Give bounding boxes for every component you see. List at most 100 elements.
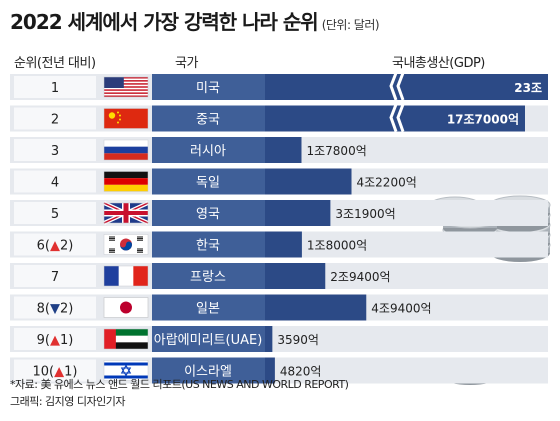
korea-flag <box>103 234 149 255</box>
rank-label: 9(▲1) <box>37 333 74 348</box>
chart-row: 4 독일 4조2200억 <box>10 168 548 195</box>
country-label: 한국 <box>196 239 220 254</box>
flag-disc <box>120 301 132 314</box>
country-label: 이스라엘 <box>184 365 232 380</box>
country-label: 아랍에미리트(UAE) <box>154 333 263 348</box>
country-cell <box>152 357 265 384</box>
rank-cell <box>14 296 96 319</box>
value-label: 3590억 <box>277 333 319 347</box>
flag-star <box>120 364 132 374</box>
value-label: 17조7000억 <box>447 113 519 127</box>
flag-stripe <box>104 86 148 88</box>
chart-row: 2 중국 17조7000억 <box>10 103 548 133</box>
flag-star <box>117 111 119 114</box>
rank-label: 6(▲2) <box>37 239 74 254</box>
germany-flag <box>103 171 149 192</box>
israel-flag <box>103 360 149 381</box>
rank-label: 10(▲1) <box>33 365 78 380</box>
rank-cell <box>14 328 96 350</box>
flag-border <box>103 202 149 224</box>
country-column-header: 국가 <box>175 56 198 71</box>
flag-trigram <box>137 236 143 238</box>
flag-trigram <box>137 248 143 250</box>
flag-star <box>117 121 119 124</box>
chart-row: 5 영국 3조1900억 <box>10 200 548 226</box>
flag-trigram <box>137 238 143 240</box>
flag-stripe <box>104 83 148 85</box>
country-label: 독일 <box>196 176 220 191</box>
flag-trigram <box>137 250 143 252</box>
country-cell <box>152 105 265 132</box>
flag-border <box>103 76 149 98</box>
chart-row: 7 프랑스 2조9400억 <box>10 263 548 289</box>
flag-star <box>120 367 132 377</box>
flag-border <box>103 265 149 287</box>
value-label: 1조7800억 <box>306 144 366 158</box>
bar <box>265 200 331 226</box>
bar <box>265 294 367 321</box>
country-label: 영국 <box>196 207 220 222</box>
country-cell <box>152 326 265 352</box>
flag-stripe <box>104 146 148 154</box>
value-label: 23조 <box>514 81 542 95</box>
flag-trigram <box>109 236 115 238</box>
country-label: 중국 <box>196 113 220 128</box>
chart-row: 9(▲1) 아랍에미리트(UAE) 3590억 <box>10 326 548 352</box>
flag-trigram <box>137 239 143 241</box>
rank-cell <box>14 139 96 161</box>
rank-label: 2 <box>51 113 59 128</box>
value-label: 4820억 <box>280 365 322 379</box>
bar <box>265 357 275 384</box>
source-note: *자료: 美 유에스 뉴스 앤드 월드 리포트(US NEWS AND WORL… <box>10 378 349 391</box>
value-label: 3조1900억 <box>335 207 395 221</box>
flag-stripe <box>104 89 148 91</box>
france-flag <box>103 265 149 287</box>
flag-stripe <box>104 77 148 79</box>
flag-trigram <box>109 238 115 240</box>
flag-stripe <box>104 266 119 286</box>
flag-stripe <box>104 95 148 97</box>
value-label: 4조2200억 <box>357 176 417 190</box>
unit-note: (단위: 달러) <box>321 18 380 32</box>
bar <box>265 168 352 195</box>
rank-cell <box>14 233 96 256</box>
us-flag <box>103 76 149 98</box>
chart-row: 10(▲1) 이스라엘 4820억 <box>10 357 548 384</box>
flag-trigram <box>109 248 115 250</box>
flag-stripe <box>104 362 148 366</box>
flag-stripe <box>104 329 116 349</box>
rank-label: 8(▼2) <box>37 302 74 317</box>
country-label: 미국 <box>196 81 220 96</box>
title-text: 2022 세계에서 가장 강력한 나라 순위 <box>10 10 319 34</box>
chart-row: 6(▲2) 한국 1조8000억 <box>10 231 548 258</box>
flag-field <box>104 108 148 129</box>
country-cell <box>152 231 265 258</box>
country-cell <box>152 263 265 289</box>
chart-row: 8(▼2) 일본 4조9400억 <box>10 294 548 321</box>
axis-break-mark <box>396 72 405 101</box>
uae-flag <box>103 328 149 350</box>
country-label: 일본 <box>196 302 220 317</box>
flag-cross <box>104 211 148 215</box>
country-cell <box>152 294 265 321</box>
rank-cell <box>14 170 96 193</box>
flag-border <box>103 108 149 129</box>
rank-cell <box>14 107 96 130</box>
flag-border <box>103 328 149 350</box>
flag-stripe <box>104 171 148 179</box>
country-cell <box>152 137 265 163</box>
country-cell <box>152 168 265 195</box>
flag-stripe <box>104 375 148 379</box>
bar <box>265 74 548 100</box>
bar <box>265 263 326 289</box>
flag-trigram <box>109 251 115 253</box>
flag-stripe <box>104 80 148 82</box>
country-label: 프랑스 <box>190 270 226 285</box>
flag-border <box>103 234 149 255</box>
flag-stripe <box>133 266 148 286</box>
value-label: 1조8000억 <box>307 239 367 253</box>
flag-star <box>119 114 121 117</box>
flag-stripe <box>104 184 148 192</box>
